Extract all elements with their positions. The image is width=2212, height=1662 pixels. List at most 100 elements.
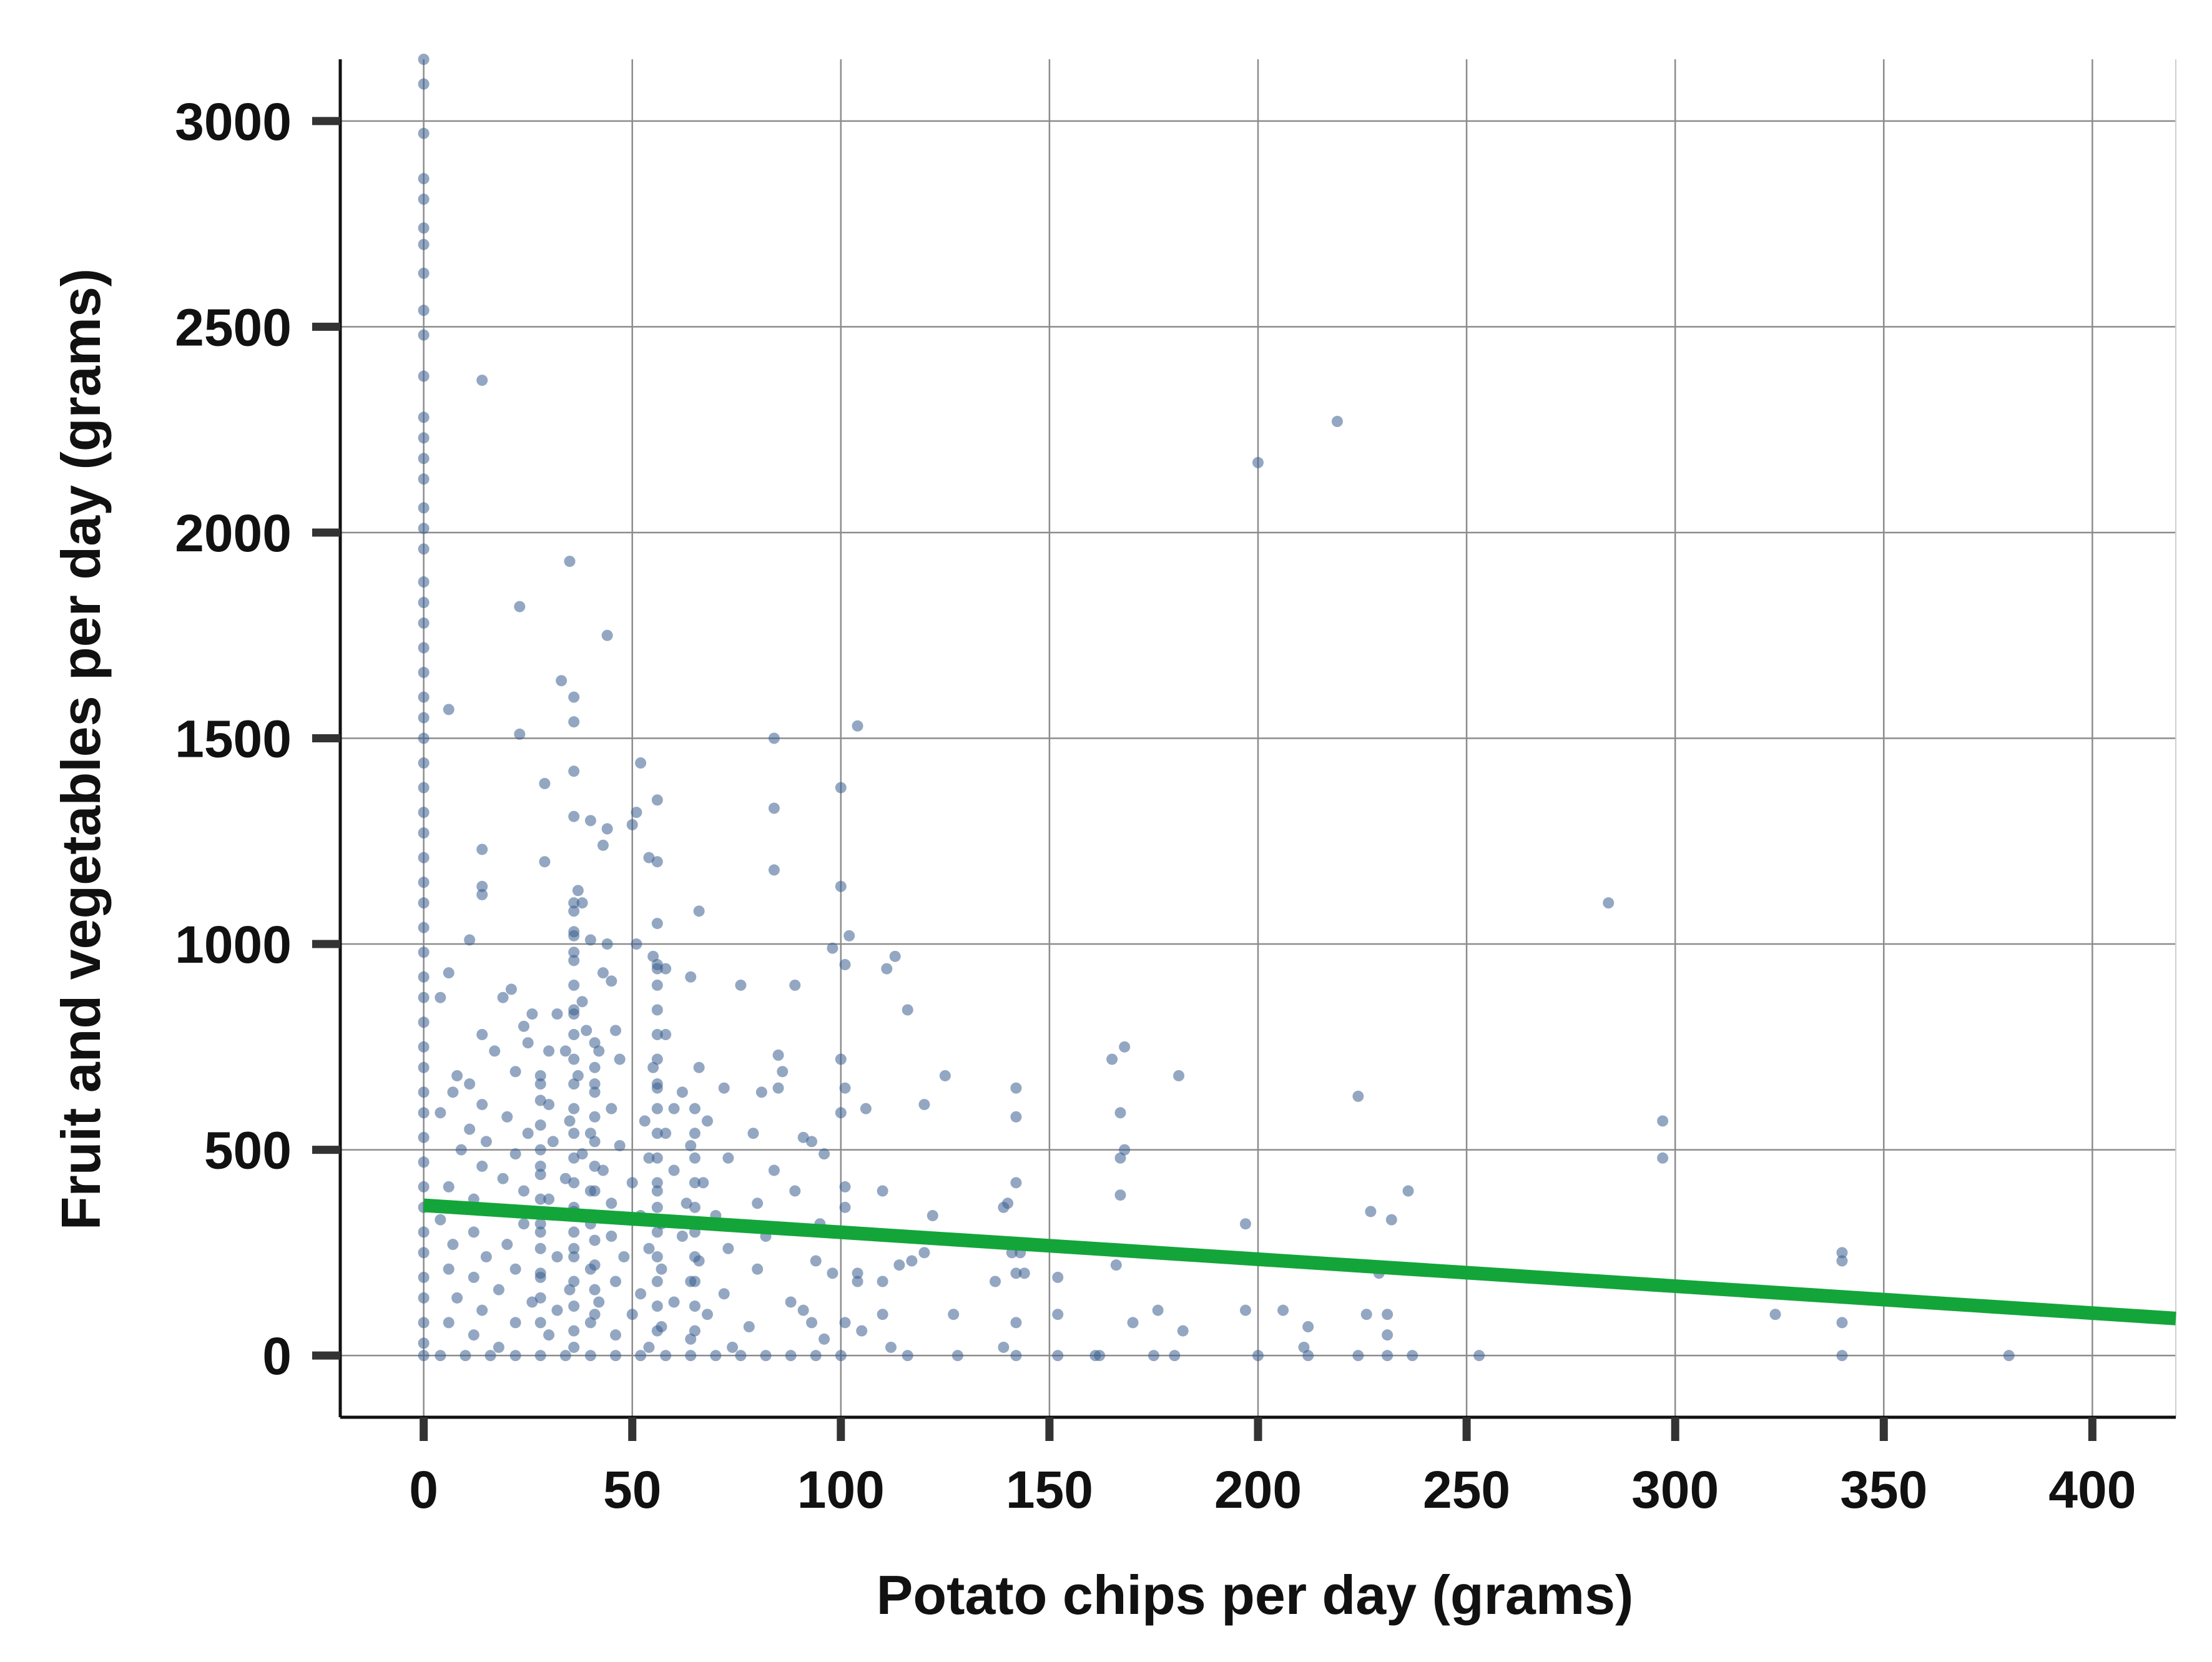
data-point <box>480 1251 492 1262</box>
data-point <box>1173 1069 1185 1081</box>
data-point <box>568 1276 580 1287</box>
data-point <box>534 1160 546 1172</box>
data-point <box>755 1086 767 1098</box>
data-point <box>918 1247 930 1259</box>
data-point <box>601 629 613 641</box>
data-point <box>660 963 672 975</box>
data-point <box>860 1103 872 1114</box>
data-point <box>581 1025 592 1036</box>
data-point <box>489 1045 501 1057</box>
data-point <box>493 1341 504 1353</box>
data-point <box>651 918 663 930</box>
data-point <box>693 1061 705 1073</box>
data-point <box>418 947 430 958</box>
data-point <box>443 1263 455 1275</box>
data-point <box>818 1333 830 1345</box>
data-point <box>418 1086 430 1098</box>
data-point <box>584 1350 596 1362</box>
data-point <box>651 1103 663 1114</box>
data-point <box>839 959 851 970</box>
data-point <box>689 1301 700 1312</box>
data-point <box>651 1251 663 1262</box>
data-point <box>651 1078 663 1090</box>
data-point <box>806 1136 818 1148</box>
data-point <box>418 1156 430 1168</box>
data-point <box>1089 1350 1101 1362</box>
data-point <box>797 1304 809 1316</box>
data-point <box>1298 1341 1310 1353</box>
data-point <box>534 1069 546 1081</box>
data-point <box>534 1169 546 1181</box>
data-point <box>455 1144 467 1156</box>
data-point <box>606 1103 617 1114</box>
x-tick-label: 200 <box>1214 1460 1302 1519</box>
data-point <box>651 1004 663 1016</box>
data-point <box>785 1350 797 1362</box>
data-point <box>484 1350 496 1362</box>
data-point <box>509 1148 521 1160</box>
data-point <box>685 971 697 983</box>
data-point <box>681 1197 692 1209</box>
data-point <box>568 897 580 909</box>
data-point <box>435 1350 446 1362</box>
data-point <box>534 1267 546 1279</box>
data-point <box>626 819 638 830</box>
data-point <box>606 975 617 987</box>
x-tick-label: 350 <box>1840 1460 1927 1519</box>
data-point <box>1382 1309 1394 1320</box>
data-point <box>1127 1317 1139 1329</box>
data-point <box>418 1181 430 1192</box>
axes <box>312 59 2176 1441</box>
data-point <box>418 782 430 794</box>
data-point <box>584 934 596 946</box>
data-point <box>902 1350 913 1362</box>
data-point <box>539 778 551 789</box>
data-point <box>522 1128 534 1139</box>
data-point <box>518 1020 529 1032</box>
data-point <box>752 1197 764 1209</box>
data-point <box>1382 1329 1394 1341</box>
data-point <box>2003 1350 2015 1362</box>
data-point <box>1657 1115 1669 1127</box>
data-point <box>626 1309 638 1320</box>
data-point <box>418 543 430 555</box>
data-point <box>643 852 655 863</box>
data-point <box>597 839 609 851</box>
data-point <box>610 1276 621 1287</box>
data-point <box>518 1185 529 1197</box>
data-point <box>902 1004 913 1016</box>
data-point <box>1277 1304 1289 1316</box>
data-point <box>589 1309 601 1320</box>
data-point <box>468 1226 479 1238</box>
data-point <box>568 1004 580 1016</box>
data-point <box>464 934 476 946</box>
data-point <box>564 1115 576 1127</box>
data-point <box>990 1276 1001 1287</box>
data-point <box>614 1053 626 1065</box>
data-point <box>534 1317 546 1329</box>
data-point <box>418 576 430 588</box>
y-tick-label: 3000 <box>175 92 292 151</box>
data-point <box>635 1350 647 1362</box>
data-point <box>568 1325 580 1337</box>
data-point <box>1114 1189 1126 1201</box>
data-point <box>835 782 847 794</box>
data-point <box>418 667 430 679</box>
data-point <box>1010 1111 1022 1123</box>
data-point <box>660 1350 672 1362</box>
y-tick-label: 1500 <box>175 710 292 769</box>
data-point <box>810 1255 822 1267</box>
data-point <box>735 979 747 991</box>
data-point <box>797 1131 809 1143</box>
data-point <box>1302 1321 1314 1332</box>
data-point <box>543 1099 555 1111</box>
data-point <box>852 720 863 732</box>
data-point <box>1010 1350 1022 1362</box>
data-point <box>418 267 430 279</box>
data-point <box>651 1185 663 1197</box>
data-point <box>568 1251 580 1262</box>
data-point <box>522 1037 534 1049</box>
data-point <box>877 1276 888 1287</box>
